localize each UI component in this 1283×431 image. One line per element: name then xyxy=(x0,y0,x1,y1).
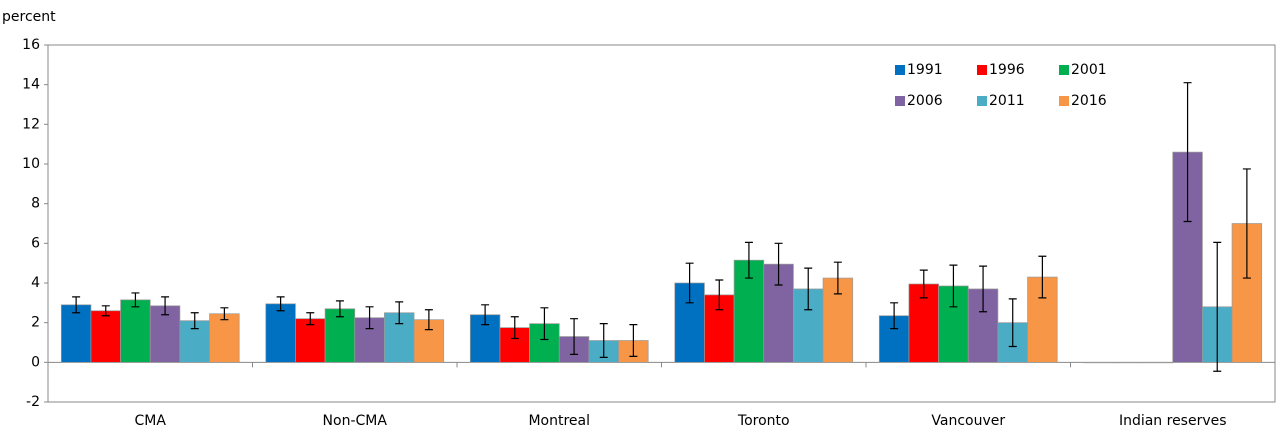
error-bar xyxy=(890,302,899,330)
x-tick-label: CMA xyxy=(135,413,167,429)
plot-frame xyxy=(47,44,1276,403)
legend-swatch xyxy=(895,65,905,75)
y-tick-label: 12 xyxy=(22,116,40,132)
x-tick-label: Toronto xyxy=(737,413,790,429)
error-bar xyxy=(365,306,374,330)
y-tick-label: 14 xyxy=(22,77,40,93)
error-bar xyxy=(161,296,170,316)
error-bar xyxy=(131,292,140,308)
x-tick-label: Vancouver xyxy=(931,413,1005,429)
error-bar xyxy=(744,241,753,279)
error-bar xyxy=(804,267,813,311)
error-bar xyxy=(949,264,958,308)
error-bar xyxy=(1183,82,1192,223)
legend-label: 2011 xyxy=(989,93,1025,109)
error-bar xyxy=(774,242,783,286)
y-tick-label: 6 xyxy=(31,235,40,251)
x-tick-label: Indian reserves xyxy=(1119,413,1227,429)
legend-label: 2016 xyxy=(1071,93,1107,109)
error-bar xyxy=(335,300,344,318)
error-bar xyxy=(101,305,110,317)
error-bar xyxy=(190,312,199,330)
bar xyxy=(120,299,151,363)
x-tick-label: Montreal xyxy=(528,413,590,429)
legend-swatch xyxy=(1059,96,1069,106)
legend-swatch xyxy=(895,96,905,106)
error-bar xyxy=(979,265,988,313)
bar xyxy=(209,313,240,363)
y-tick-label: 8 xyxy=(31,196,40,212)
error-bar xyxy=(629,324,638,357)
bar xyxy=(1142,361,1174,364)
bar xyxy=(324,308,356,363)
error-bar xyxy=(395,301,404,325)
x-tick-label: Non-CMA xyxy=(323,413,388,429)
y-tick-label: 2 xyxy=(31,315,40,331)
legend-swatch xyxy=(977,65,987,75)
error-bar xyxy=(1008,298,1017,348)
error-bar xyxy=(306,312,315,326)
error-bar xyxy=(1242,168,1251,279)
y-axis-label: percent xyxy=(2,9,56,25)
bar xyxy=(1083,361,1114,364)
error-bar xyxy=(715,279,724,311)
legend-label: 1991 xyxy=(907,62,943,78)
error-bar xyxy=(424,309,433,331)
bar xyxy=(1113,361,1144,364)
bar xyxy=(90,310,121,363)
y-tick-label: 0 xyxy=(31,354,40,370)
bar xyxy=(60,304,92,363)
error-bar xyxy=(570,318,579,355)
error-bar xyxy=(599,323,608,358)
error-bar xyxy=(833,261,842,295)
legend-label: 2006 xyxy=(907,93,943,109)
error-bar xyxy=(540,307,549,341)
legend-swatch xyxy=(1059,65,1069,75)
error-bar xyxy=(72,296,81,314)
error-bar xyxy=(220,307,229,321)
y-tick-label: -2 xyxy=(26,394,40,410)
error-bar xyxy=(510,316,519,340)
error-bar xyxy=(1213,241,1222,372)
legend-label: 2001 xyxy=(1071,62,1107,78)
bar xyxy=(674,282,705,363)
error-bar xyxy=(481,304,490,326)
error-bar xyxy=(919,269,928,299)
y-tick-label: 10 xyxy=(22,156,40,172)
y-tick-label: 4 xyxy=(31,275,40,291)
legend-swatch xyxy=(977,96,987,106)
y-tick-label: 16 xyxy=(22,37,40,53)
error-bar xyxy=(685,262,694,304)
error-bar xyxy=(276,296,285,312)
bar xyxy=(265,303,296,363)
error-bar xyxy=(1038,255,1047,299)
legend-label: 1996 xyxy=(989,62,1025,78)
